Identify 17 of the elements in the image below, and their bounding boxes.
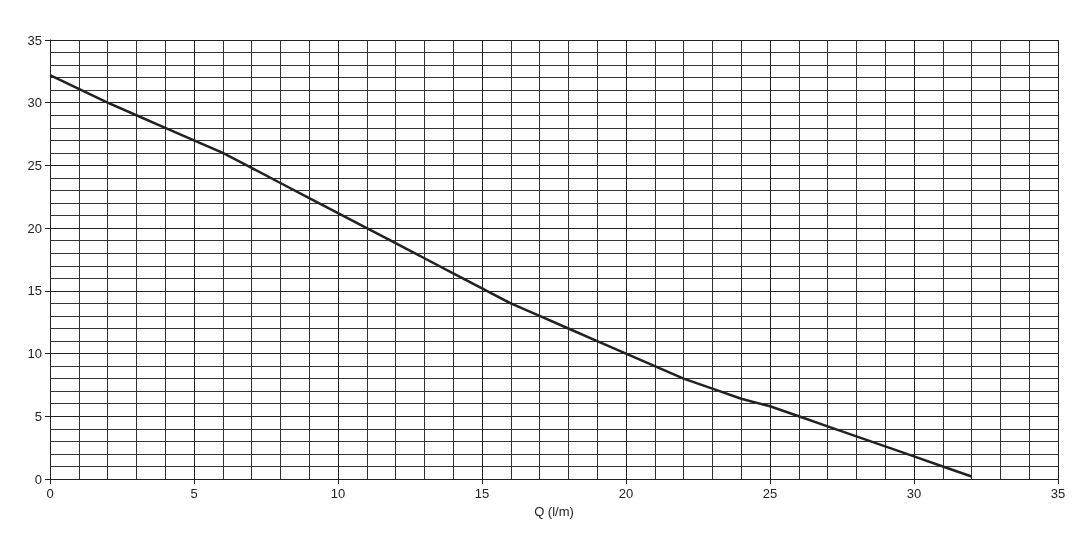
y-tick-label: 10 [27, 346, 42, 362]
x-axis-title: Q (l/m) [534, 503, 574, 519]
y-tick-label: 30 [27, 95, 42, 111]
y-tick-label: 35 [27, 32, 42, 48]
x-tick-label: 30 [906, 486, 922, 501]
x-tick-label: 5 [190, 486, 198, 501]
x-tick-label: 25 [762, 486, 778, 501]
x-tick-label: 20 [618, 486, 634, 501]
x-tick-label: 15 [474, 486, 490, 501]
x-tick-label: 35 [1050, 486, 1066, 501]
x-tick-label: 10 [330, 486, 346, 501]
y-tick-label: 5 [34, 408, 42, 424]
y-tick-label: 15 [27, 283, 42, 299]
y-tick-label: 25 [27, 157, 42, 173]
y-tick-label: 0 [34, 471, 42, 487]
x-tick-label: 0 [46, 486, 54, 501]
y-tick-label: 20 [27, 220, 42, 236]
